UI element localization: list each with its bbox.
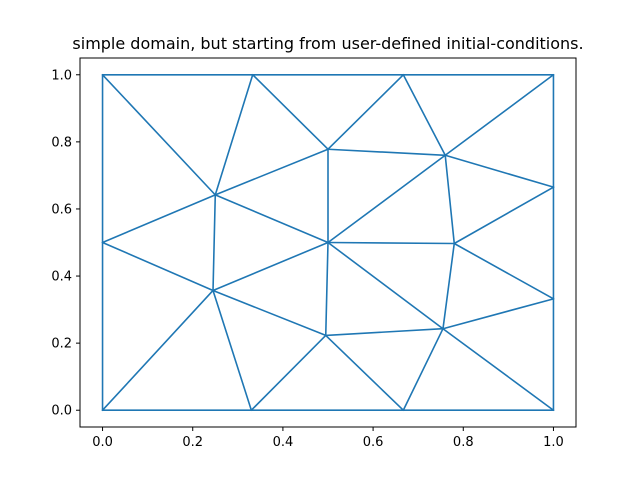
x-tick-label: 0.8 (453, 435, 474, 450)
mesh-edge (444, 154, 555, 188)
mesh-edge (402, 73, 447, 157)
y-tick-label: 0.2 (51, 337, 72, 352)
chart-title: simple domain, but starting from user-de… (72, 34, 583, 53)
mesh-edges (101, 73, 555, 412)
mesh-edge (327, 154, 447, 244)
axes-frame (79, 57, 577, 428)
mesh-edge (324, 241, 329, 337)
mesh-edge (214, 73, 254, 196)
mesh-edge (212, 241, 329, 292)
y-tick-label: 0.6 (51, 202, 72, 217)
mesh-edge (101, 289, 214, 412)
mesh-edge (453, 186, 555, 245)
mesh-edge (101, 194, 217, 244)
mesh-edge (327, 241, 456, 245)
mesh-edge (212, 194, 217, 292)
mesh-edge (214, 148, 329, 196)
mesh-edge (212, 289, 253, 412)
mesh-edge (453, 242, 555, 300)
mesh-edge (327, 148, 447, 157)
mesh-edge (101, 73, 217, 196)
y-tick-label: 1.0 (51, 68, 72, 83)
y-tick-label: 0.8 (51, 135, 72, 150)
y-axis-ticks: 0.0 0.2 0.4 0.6 0.8 1.0 (51, 68, 80, 419)
x-tick-label: 0.6 (363, 435, 384, 450)
mesh-edge (327, 241, 444, 330)
mesh-edge (442, 327, 555, 412)
mesh-edge (250, 334, 327, 412)
mesh-edge (101, 241, 214, 292)
mesh-edge (327, 73, 405, 151)
x-axis-ticks: 0.0 0.2 0.4 0.6 0.8 1.0 (92, 427, 564, 450)
mesh-edge (214, 194, 329, 244)
mesh-edge (324, 327, 444, 337)
mesh-edge (212, 289, 327, 337)
mesh-edge (324, 334, 405, 412)
x-tick-label: 0.2 (182, 435, 203, 450)
y-tick-label: 0.0 (51, 404, 72, 419)
mesh-edge (251, 73, 329, 151)
mesh-edge (444, 73, 555, 157)
y-tick-label: 0.4 (51, 270, 72, 285)
mesh-edge (442, 298, 555, 330)
x-tick-label: 0.4 (273, 435, 294, 450)
x-tick-label: 0.0 (92, 435, 113, 450)
mesh-edge (402, 327, 444, 412)
mesh-edge (442, 242, 456, 330)
x-tick-label: 1.0 (543, 435, 564, 450)
mesh-edge (444, 154, 456, 245)
